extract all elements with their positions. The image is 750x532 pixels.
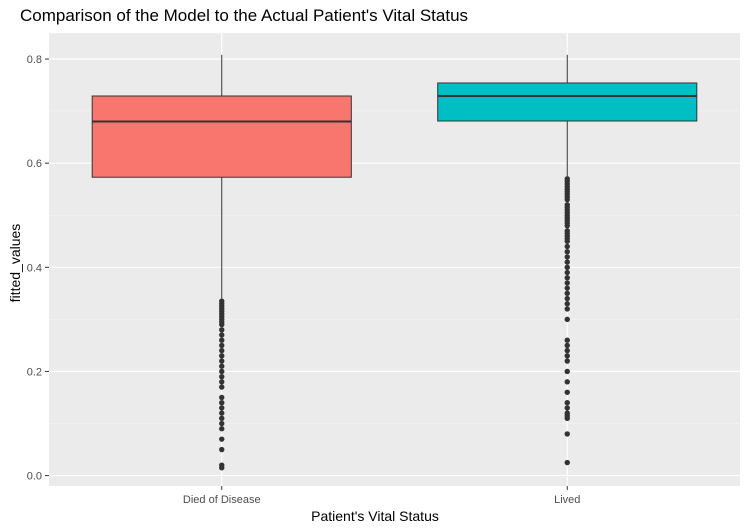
outlier-point: [564, 459, 570, 466]
box: [91, 95, 352, 178]
outlier-point: [219, 353, 225, 359]
outlier-point: [219, 368, 225, 375]
outlier-point: [219, 358, 225, 364]
outlier-point: [564, 280, 570, 286]
outlier-point: [219, 420, 225, 427]
outlier-point: [219, 363, 225, 369]
outlier-point: [564, 347, 570, 354]
outlier-point: [564, 316, 570, 323]
y-axis-title: fitted_values: [7, 223, 23, 303]
outlier-point: [219, 347, 225, 354]
outlier-point: [219, 379, 225, 385]
outlier-point: [219, 465, 225, 471]
outlier-point: [564, 196, 570, 203]
outlier-point: [564, 254, 570, 260]
outlier-point: [219, 373, 225, 380]
outlier-point: [219, 405, 225, 411]
outlier-point: [219, 321, 225, 328]
outlier-point: [564, 353, 570, 359]
outlier-point: [564, 389, 570, 395]
outlier-point: [564, 399, 570, 406]
outlier-point: [219, 415, 225, 422]
boxplot-lived: [437, 54, 698, 466]
outlier-point: [219, 384, 225, 390]
outlier-point: [219, 342, 225, 349]
outlier-point: [564, 342, 570, 349]
outlier-point: [219, 410, 225, 416]
outlier-point: [564, 358, 570, 364]
y-tick-label: 0.4: [27, 262, 42, 274]
boxplot-died-of-disease: [91, 54, 352, 471]
outlier-point: [219, 426, 225, 432]
x-axis-title: Patient's Vital Status: [311, 508, 439, 524]
outlier-point: [564, 295, 570, 302]
outlier-point: [564, 269, 570, 276]
outlier-point: [219, 436, 225, 442]
x-tick-label: Died of Disease: [183, 494, 261, 506]
y-tick-label: 0.6: [27, 158, 42, 170]
box: [437, 82, 698, 122]
outlier-point: [564, 301, 570, 307]
outlier-point: [564, 275, 570, 281]
outlier-point: [564, 264, 570, 271]
outlier-point: [219, 337, 225, 343]
outlier-point: [219, 394, 225, 401]
outlier-point: [219, 332, 225, 338]
outlier-point: [564, 431, 570, 437]
y-tick-label: 0.8: [27, 54, 42, 66]
outlier-point: [564, 285, 570, 291]
outlier-point: [564, 379, 570, 385]
outlier-point: [219, 399, 225, 406]
y-tick-label: 0.0: [27, 471, 42, 483]
y-tick-label: 0.2: [27, 366, 42, 378]
outlier-point: [564, 405, 570, 411]
x-tick-label: Lived: [554, 494, 580, 506]
outlier-point: [564, 243, 570, 250]
outlier-point: [564, 337, 570, 343]
outlier-point: [219, 327, 225, 333]
outlier-point: [564, 259, 570, 265]
chart-title: Comparison of the Model to the Actual Pa…: [20, 6, 469, 25]
outlier-point: [564, 415, 570, 422]
outlier-point: [564, 248, 570, 255]
outlier-point: [564, 368, 570, 375]
outlier-point: [564, 222, 570, 229]
outlier-point: [219, 446, 225, 453]
outlier-point: [564, 290, 570, 297]
outlier-point: [564, 306, 570, 312]
outlier-point: [564, 238, 570, 244]
